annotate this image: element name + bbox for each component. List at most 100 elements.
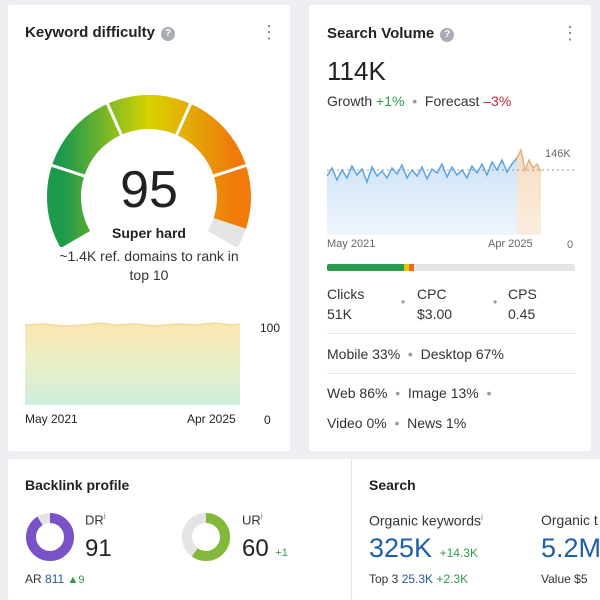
sv-chart-ymax: 146K bbox=[545, 148, 571, 160]
ur-value: 60 bbox=[242, 535, 269, 562]
ur-donut-fill bbox=[182, 513, 230, 561]
cps-label: CPS bbox=[508, 286, 537, 302]
kebab-menu-icon[interactable]: ⋮ bbox=[260, 22, 278, 42]
kd-chart-end: Apr 2025 bbox=[187, 412, 236, 426]
value-row: Value $5 bbox=[541, 572, 588, 586]
gauge-fill bbox=[46, 94, 251, 247]
search-volume-card: Search Volume? ⋮ 114K Growth +1% • Forec… bbox=[309, 5, 591, 451]
separator-dot: • bbox=[404, 346, 417, 362]
cps-value: 0.45 bbox=[508, 306, 536, 322]
cpc-label: CPC bbox=[417, 286, 447, 302]
kd-score: 95 bbox=[120, 161, 178, 219]
separator-dot: • bbox=[391, 385, 405, 401]
ur-value-row: 60 +1 bbox=[242, 535, 288, 563]
info-icon[interactable]: i bbox=[260, 511, 263, 521]
info-icon[interactable]: i bbox=[481, 512, 484, 522]
top3-row: Top 3 25.3K +2.3K bbox=[369, 572, 468, 586]
cpc-value: $3.00 bbox=[417, 306, 453, 322]
separator-dot: • bbox=[408, 93, 422, 109]
types-row-2: Video 0% • News 1% bbox=[327, 415, 466, 431]
organic-traffic-value[interactable]: 5.2M bbox=[541, 533, 600, 563]
news-share: News 1% bbox=[407, 415, 467, 431]
sv-title-row: Search Volume? bbox=[327, 25, 455, 42]
gauge-tick bbox=[211, 163, 249, 179]
sv-chart-end: Apr 2025 bbox=[488, 238, 533, 250]
forecast-value: –3% bbox=[483, 93, 512, 109]
kd-title-row: Keyword difficulty? bbox=[25, 24, 176, 41]
sv-value: 114K bbox=[327, 56, 386, 86]
clicks-value: 51K bbox=[327, 306, 352, 322]
help-icon[interactable]: ? bbox=[440, 28, 455, 42]
sv-history-area bbox=[327, 158, 519, 235]
dr-value: 91 bbox=[85, 535, 112, 562]
organic-keywords-value-row: 325K +14.3K bbox=[369, 533, 478, 564]
ar-label: AR bbox=[25, 572, 42, 586]
web-share: Web 86% bbox=[327, 385, 388, 401]
help-icon[interactable]: ? bbox=[161, 27, 176, 41]
top3-value[interactable]: 25.3K bbox=[401, 572, 434, 586]
kd-label: Super hard bbox=[112, 225, 186, 241]
mobile-share: Mobile 33% bbox=[327, 346, 401, 362]
organic-keywords-label: Organic keywords bbox=[369, 512, 482, 529]
separator-dot: • bbox=[390, 415, 404, 431]
ar-value[interactable]: 811 bbox=[45, 572, 65, 586]
gauge-tick bbox=[49, 163, 87, 179]
growth-value: +1% bbox=[376, 93, 405, 109]
top3-label: Top 3 bbox=[369, 572, 399, 586]
ur-label-row: URi bbox=[242, 511, 263, 527]
value-value: $5 bbox=[574, 572, 588, 586]
gauge-ticks bbox=[49, 101, 249, 179]
sv-chart-start: May 2021 bbox=[327, 238, 376, 250]
devices-row: Mobile 33% • Desktop 67% bbox=[327, 346, 504, 362]
sv-history-line bbox=[327, 157, 518, 185]
divider bbox=[327, 373, 575, 374]
ar-row: AR 811 ▲9 bbox=[25, 572, 85, 586]
organic-keywords-label-row: Organic keywordsi bbox=[369, 512, 483, 529]
ur-donut bbox=[182, 513, 230, 561]
intent-bar-yellow bbox=[403, 264, 409, 271]
ur-delta: +1 bbox=[275, 547, 288, 559]
kd-gauge bbox=[46, 94, 251, 247]
top3-delta: +2.3K bbox=[436, 572, 469, 586]
kd-description-1: ~1.4K ref. domains to rank in bbox=[59, 248, 239, 264]
search-card: Search Organic keywordsi 325K +14.3K Top… bbox=[351, 459, 600, 600]
growth-label: Growth bbox=[327, 93, 373, 109]
video-share: Video 0% bbox=[327, 415, 387, 431]
types-row-1: Web 86% • Image 13% • bbox=[327, 385, 491, 401]
dr-label: DR bbox=[85, 512, 104, 528]
kd-history-line bbox=[25, 322, 240, 327]
sv-forecast-area bbox=[517, 150, 541, 235]
kd-chart-ymin: 0 bbox=[264, 413, 271, 427]
intent-bar-green bbox=[327, 264, 404, 271]
value-label: Value bbox=[541, 572, 571, 586]
kd-description-2: top 10 bbox=[129, 267, 169, 283]
kd-title: Keyword difficulty bbox=[25, 24, 156, 41]
info-icon[interactable]: i bbox=[103, 511, 106, 521]
sv-title: Search Volume bbox=[327, 25, 435, 42]
separator-dot: • bbox=[493, 295, 498, 309]
kd-chart-start: May 2021 bbox=[25, 412, 78, 426]
kd-history-area bbox=[25, 323, 240, 405]
divider bbox=[327, 333, 575, 334]
organic-keywords-value[interactable]: 325K bbox=[369, 533, 433, 563]
ur-label: UR bbox=[242, 512, 261, 528]
separator-dot: • bbox=[401, 295, 406, 309]
organic-keywords-delta: +14.3K bbox=[439, 546, 478, 560]
search-title: Search bbox=[369, 477, 416, 493]
ar-delta: ▲9 bbox=[67, 574, 85, 586]
sv-chart-ymin: 0 bbox=[567, 239, 574, 251]
intent-bar bbox=[327, 264, 575, 271]
gauge-tick bbox=[174, 101, 193, 138]
intent-bar-orange bbox=[408, 264, 414, 271]
kebab-menu-icon[interactable]: ⋮ bbox=[561, 23, 579, 43]
dr-donut-fill bbox=[26, 513, 74, 561]
bl-title: Backlink profile bbox=[25, 477, 130, 493]
separator-dot: • bbox=[482, 385, 492, 401]
forecast-label: Forecast bbox=[424, 93, 480, 109]
dr-donut bbox=[26, 513, 74, 561]
gauge-tick bbox=[105, 101, 124, 138]
image-share: Image 13% bbox=[407, 385, 479, 401]
clicks-label: Clicks bbox=[327, 286, 365, 302]
keyword-difficulty-card: Keyword difficulty? ⋮ 95 Super hard ~1.4… bbox=[8, 5, 290, 451]
backlink-profile-card: Backlink profile DRi 91 URi 60 +1 AR 811… bbox=[8, 459, 351, 600]
